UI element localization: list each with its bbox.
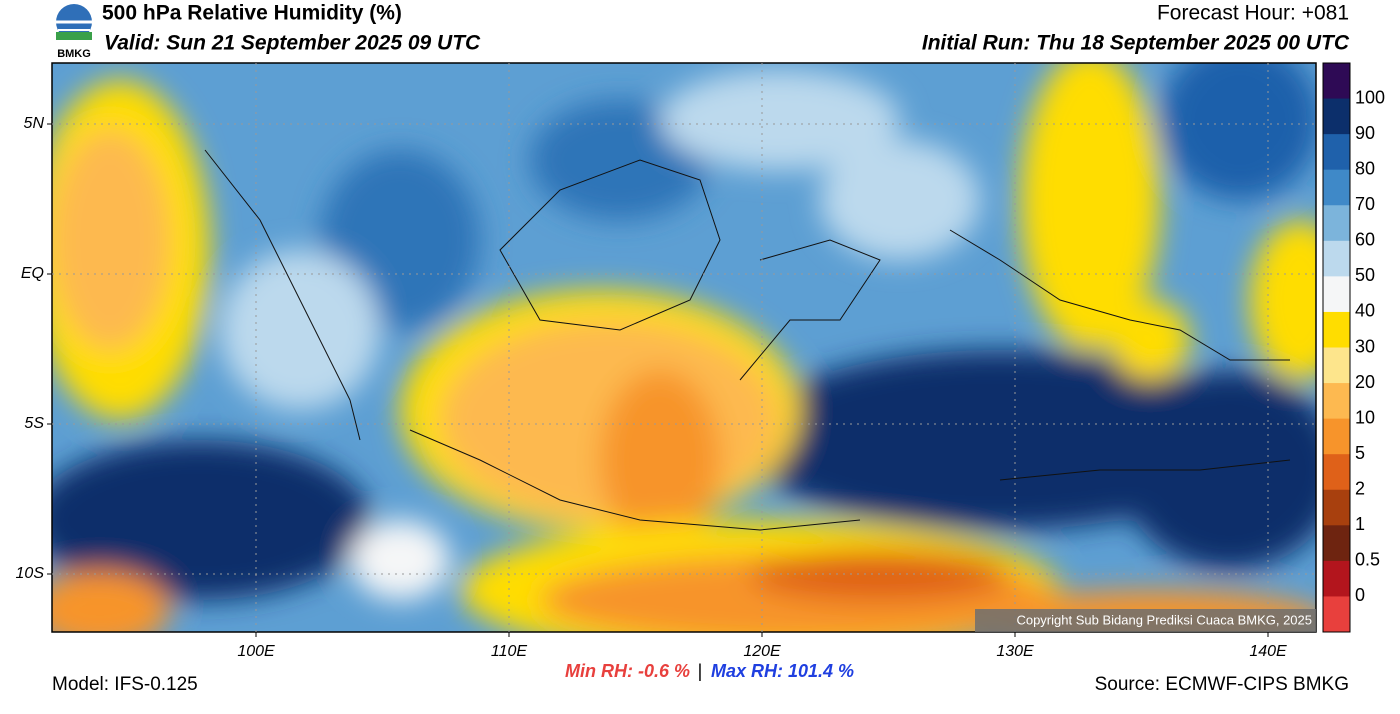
- colorbar-segment: [1323, 383, 1350, 420]
- colorbar-segment: [1323, 560, 1350, 597]
- model: Model: IFS-0.125: [52, 674, 198, 695]
- valid-time: Valid: Sun 21 September 2025 09 UTC: [104, 32, 481, 55]
- colorbar-segment: [1323, 347, 1350, 384]
- separator: |: [698, 661, 703, 681]
- logo-text: BMKG: [57, 48, 91, 60]
- source: Source: ECMWF-CIPS BMKG: [1095, 674, 1349, 695]
- lon-label: 130E: [996, 643, 1034, 660]
- lon-label: 120E: [743, 643, 781, 660]
- colorbar-label: 60: [1355, 230, 1375, 250]
- forecast-hour: Forecast Hour: +081: [1157, 2, 1349, 25]
- colorbar-label: 30: [1355, 336, 1375, 356]
- colorbar-label: 20: [1355, 372, 1375, 392]
- title: 500 hPa Relative Humidity (%): [102, 2, 402, 25]
- colorbar-segment: [1323, 596, 1350, 633]
- colorbar-label: 0: [1355, 585, 1365, 605]
- colorbar-label: 80: [1355, 158, 1375, 178]
- colorbar-segment: [1323, 454, 1350, 491]
- colorbar-segment: [1323, 525, 1350, 562]
- lon-label: 110E: [491, 643, 528, 660]
- colorbar-segment: [1323, 240, 1350, 277]
- logo: BMKG: [56, 4, 92, 60]
- colorbar-label: 90: [1355, 123, 1375, 143]
- colorbar-label: 10: [1355, 407, 1375, 427]
- copyright-box: [975, 609, 1316, 632]
- colorbar-label: 40: [1355, 301, 1375, 321]
- colorbar-segment: [1323, 276, 1350, 313]
- colorbar-label: 5: [1355, 443, 1365, 463]
- max-rh: Max RH: 101.4 %: [711, 661, 854, 681]
- lat-label: EQ: [21, 265, 44, 282]
- colorbar-segment: [1323, 205, 1350, 242]
- copyright: Copyright Sub Bidang Prediksi Cuaca BMKG…: [1016, 612, 1312, 627]
- lat-label: 5N: [24, 115, 45, 132]
- initial-run: Initial Run: Thu 18 September 2025 00 UT…: [922, 32, 1350, 55]
- lon-label: 100E: [237, 643, 275, 660]
- colorbar-segment: [1323, 418, 1350, 455]
- min-rh: Min RH: -0.6 %: [565, 661, 690, 681]
- colorbar-label: 0.5: [1355, 550, 1380, 570]
- colorbar-segment: [1323, 63, 1350, 100]
- colorbar-label: 1: [1355, 514, 1365, 534]
- colorbar-frame: [1322, 62, 1351, 633]
- colorbar-segment: [1323, 489, 1350, 526]
- colorbar-segment: [1323, 134, 1350, 171]
- colorbar-label: 2: [1355, 479, 1365, 499]
- colorbar-segment: [1323, 169, 1350, 206]
- lat-label: 10S: [16, 565, 45, 582]
- colorbar-segment: [1323, 98, 1350, 135]
- colorbar-segment: [1323, 311, 1350, 348]
- colorbar-label: 100: [1355, 87, 1385, 107]
- map-frame: [51, 62, 1317, 633]
- humidity-field: [52, 63, 1316, 632]
- lon-label: 140E: [1249, 643, 1287, 660]
- lat-label: 5S: [24, 415, 44, 432]
- colorbar-label: 50: [1355, 265, 1375, 285]
- colorbar-label: 70: [1355, 194, 1375, 214]
